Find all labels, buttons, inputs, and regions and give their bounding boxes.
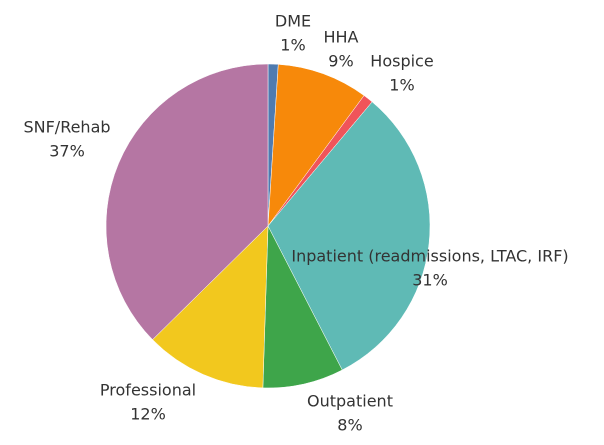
slice-value-label: 9% xyxy=(328,52,353,71)
slice-value-label: 1% xyxy=(389,76,414,95)
slice-label: SNF/Rehab xyxy=(23,118,110,137)
pie-slice xyxy=(267,101,431,371)
slice-value-label: 1% xyxy=(280,36,305,55)
slice-label: DME xyxy=(275,12,311,31)
pie-slice xyxy=(267,64,365,227)
slice-label: Professional xyxy=(100,381,196,400)
slice-label: Hospice xyxy=(370,52,433,71)
slice-value-label: 37% xyxy=(49,142,85,161)
slice-label: Inpatient (readmissions, LTAC, IRF) xyxy=(291,247,568,266)
slice-label: HHA xyxy=(323,28,358,47)
slice-label: Outpatient xyxy=(307,392,393,411)
slice-value-label: 8% xyxy=(337,416,362,435)
slice-value-label: 12% xyxy=(130,405,166,424)
slice-value-label: 31% xyxy=(412,271,448,290)
pie-slice xyxy=(152,225,269,389)
pie-slice xyxy=(105,63,269,340)
